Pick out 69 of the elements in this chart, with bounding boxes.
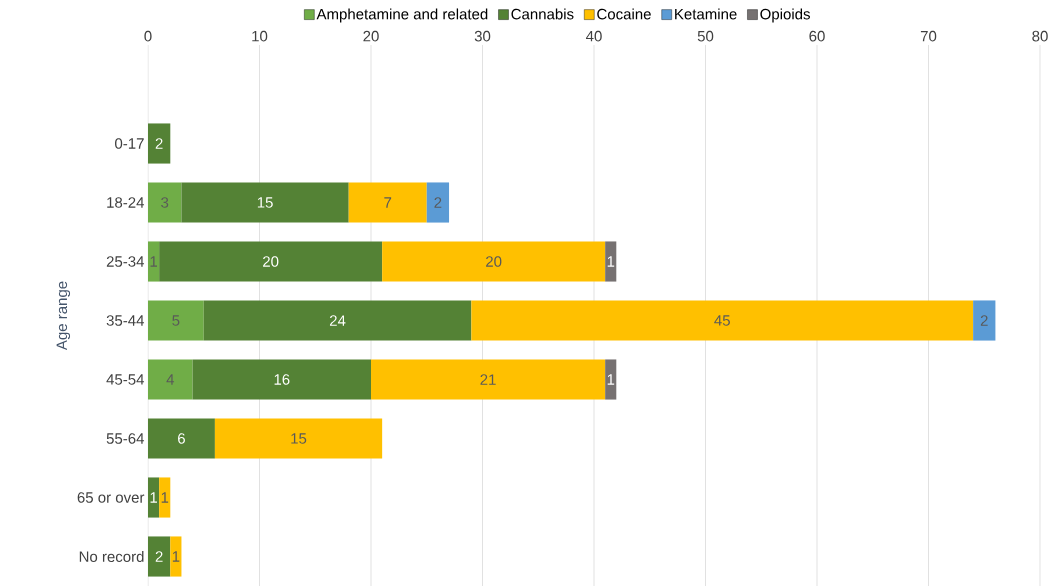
bar — [214, 418, 383, 459]
data-label: 1 — [607, 256, 615, 267]
data-label: 1 — [161, 492, 169, 503]
data-label: 7 — [384, 197, 392, 208]
data-label: 20 — [486, 256, 502, 267]
bar — [181, 182, 349, 223]
bar — [148, 300, 204, 341]
legend-label: Ketamine — [675, 8, 737, 20]
y-tick-label: 45-54 — [106, 374, 145, 385]
data-label: 21 — [480, 374, 496, 385]
y-tick-label: 18-24 — [107, 197, 145, 208]
legend-label: Cocaine — [597, 8, 651, 20]
bar — [148, 536, 171, 577]
bar — [148, 477, 160, 518]
x-tick-label: 80 — [1032, 30, 1048, 42]
bar — [348, 182, 427, 223]
y-tick-label: 35-44 — [106, 315, 145, 326]
data-label: 1 — [150, 256, 158, 267]
data-label: 3 — [161, 197, 169, 208]
data-label: 20 — [263, 256, 279, 267]
bar — [192, 359, 371, 400]
bar — [148, 182, 182, 223]
data-label: 2 — [155, 138, 163, 149]
bar — [471, 300, 974, 341]
data-label: 16 — [274, 374, 290, 385]
x-tick-label: 40 — [586, 30, 602, 42]
x-tick-label: 30 — [474, 30, 491, 42]
x-tick-label: 0 — [144, 30, 152, 42]
y-tick-label: 25-34 — [106, 256, 145, 267]
bar — [382, 241, 606, 282]
bar — [371, 359, 606, 400]
bar — [148, 241, 160, 282]
y-tick-label: 0-17 — [115, 138, 144, 149]
data-label: 1 — [607, 374, 615, 385]
y-tick-label: No record — [79, 551, 144, 563]
legend-label: Cannabis — [511, 8, 574, 20]
data-label: 2 — [155, 551, 163, 562]
data-label: 15 — [257, 197, 273, 208]
bar — [973, 300, 996, 341]
data-label: 2 — [434, 197, 442, 208]
data-label: 15 — [291, 433, 307, 444]
bar — [159, 241, 383, 282]
data-label: 1 — [172, 551, 180, 562]
bar — [148, 123, 171, 164]
bar — [148, 359, 193, 400]
bar — [605, 359, 617, 400]
y-axis-title: Age range — [56, 281, 71, 351]
x-tick-label: 60 — [809, 30, 825, 42]
bar — [170, 536, 182, 577]
legend-label: Opioids — [760, 8, 810, 23]
bar — [148, 418, 215, 459]
bar — [605, 241, 617, 282]
data-label: 1 — [150, 492, 158, 503]
y-tick-label: 55-64 — [106, 433, 145, 444]
x-tick-label: 10 — [252, 30, 268, 42]
x-tick-label: 20 — [363, 30, 379, 42]
x-tick-label: 50 — [697, 30, 714, 42]
bar — [203, 300, 472, 341]
data-label: 45 — [714, 315, 730, 326]
data-label: 4 — [166, 374, 175, 385]
x-tick-label: 70 — [920, 30, 937, 42]
data-label: 2 — [980, 315, 988, 326]
bar — [159, 477, 171, 518]
y-tick-label: 65 or over — [77, 492, 145, 503]
data-label: 24 — [329, 315, 346, 326]
legend-label: Amphetamine and related — [316, 8, 488, 23]
data-label: 6 — [178, 433, 185, 444]
data-label: 5 — [172, 315, 180, 326]
bar — [426, 182, 450, 223]
